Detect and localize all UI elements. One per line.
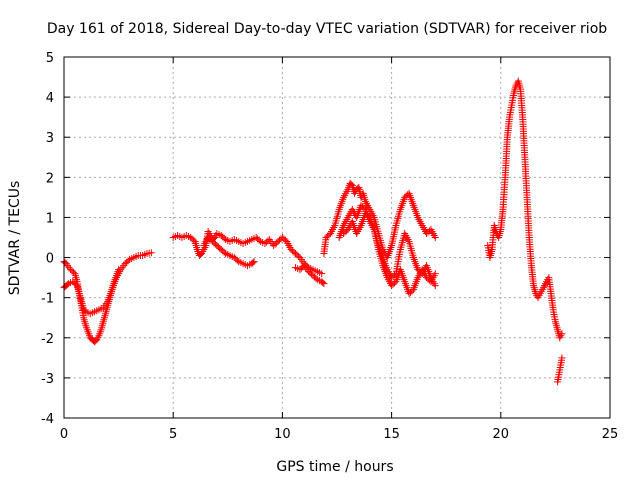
y-tick-label-6: 2 — [46, 171, 54, 186]
data-point — [320, 280, 328, 288]
y-axis-title: SDTVAR / TECUs — [7, 181, 23, 296]
data-point — [431, 234, 439, 241]
data-point — [347, 180, 355, 188]
data-point — [558, 354, 566, 362]
series-segment-0-9 — [554, 354, 566, 386]
plot-frame — [63, 56, 611, 419]
y-tick-label-3: -1 — [41, 292, 54, 307]
y-tick-label-1: -3 — [41, 372, 54, 387]
y-tick-label-8: 4 — [46, 91, 54, 106]
y-tick-label-7: 3 — [46, 131, 54, 146]
series-segment-0-3 — [200, 234, 258, 270]
y-tick-label-5: 1 — [46, 211, 54, 226]
data-point — [299, 263, 307, 271]
data-point — [431, 282, 439, 290]
series-segment-0-4 — [292, 262, 328, 288]
x-tick-label-1: 5 — [169, 427, 177, 442]
series-segment-0-8 — [484, 77, 566, 342]
data-point — [147, 249, 155, 257]
data-point — [220, 248, 228, 256]
data-point — [319, 279, 327, 287]
data-point — [233, 256, 241, 264]
x-tick-label-4: 20 — [493, 427, 510, 442]
data-point — [220, 234, 228, 242]
ticks — [63, 56, 611, 419]
y-tick-label-4: 0 — [46, 252, 54, 267]
data-point — [124, 257, 132, 265]
data-point — [249, 259, 257, 267]
series-segment-0-7 — [340, 209, 439, 298]
data-point — [250, 258, 258, 266]
data-point — [431, 270, 439, 278]
grid — [64, 57, 610, 418]
data-point — [294, 252, 302, 260]
y-tick-label-9: 5 — [46, 51, 54, 66]
data-point — [115, 266, 123, 274]
data-point — [558, 330, 566, 338]
tick-labels: 0 5 10 15 20 25 -4 -3 -2 -1 0 1 2 3 4 5 — [41, 51, 618, 442]
series-segment-0-5 — [320, 179, 439, 262]
data-point — [312, 274, 320, 282]
data-point — [318, 270, 326, 278]
x-tick-label-2: 10 — [274, 427, 291, 442]
x-tick-label-0: 0 — [60, 427, 68, 442]
data-point — [264, 237, 272, 245]
series-segment-0-1 — [60, 258, 123, 346]
x-axis-title: GPS time / hours — [276, 459, 393, 475]
x-tick-label-5: 25 — [602, 427, 619, 442]
y-tick-label-0: -4 — [41, 412, 54, 427]
data-series-sdtvar — [60, 77, 566, 386]
y-tick-label-2: -2 — [41, 332, 54, 347]
x-tick-label-3: 15 — [383, 427, 400, 442]
data-point — [255, 236, 263, 244]
chart-title: Day 161 of 2018, Sidereal Day-to-day VTE… — [47, 21, 607, 37]
